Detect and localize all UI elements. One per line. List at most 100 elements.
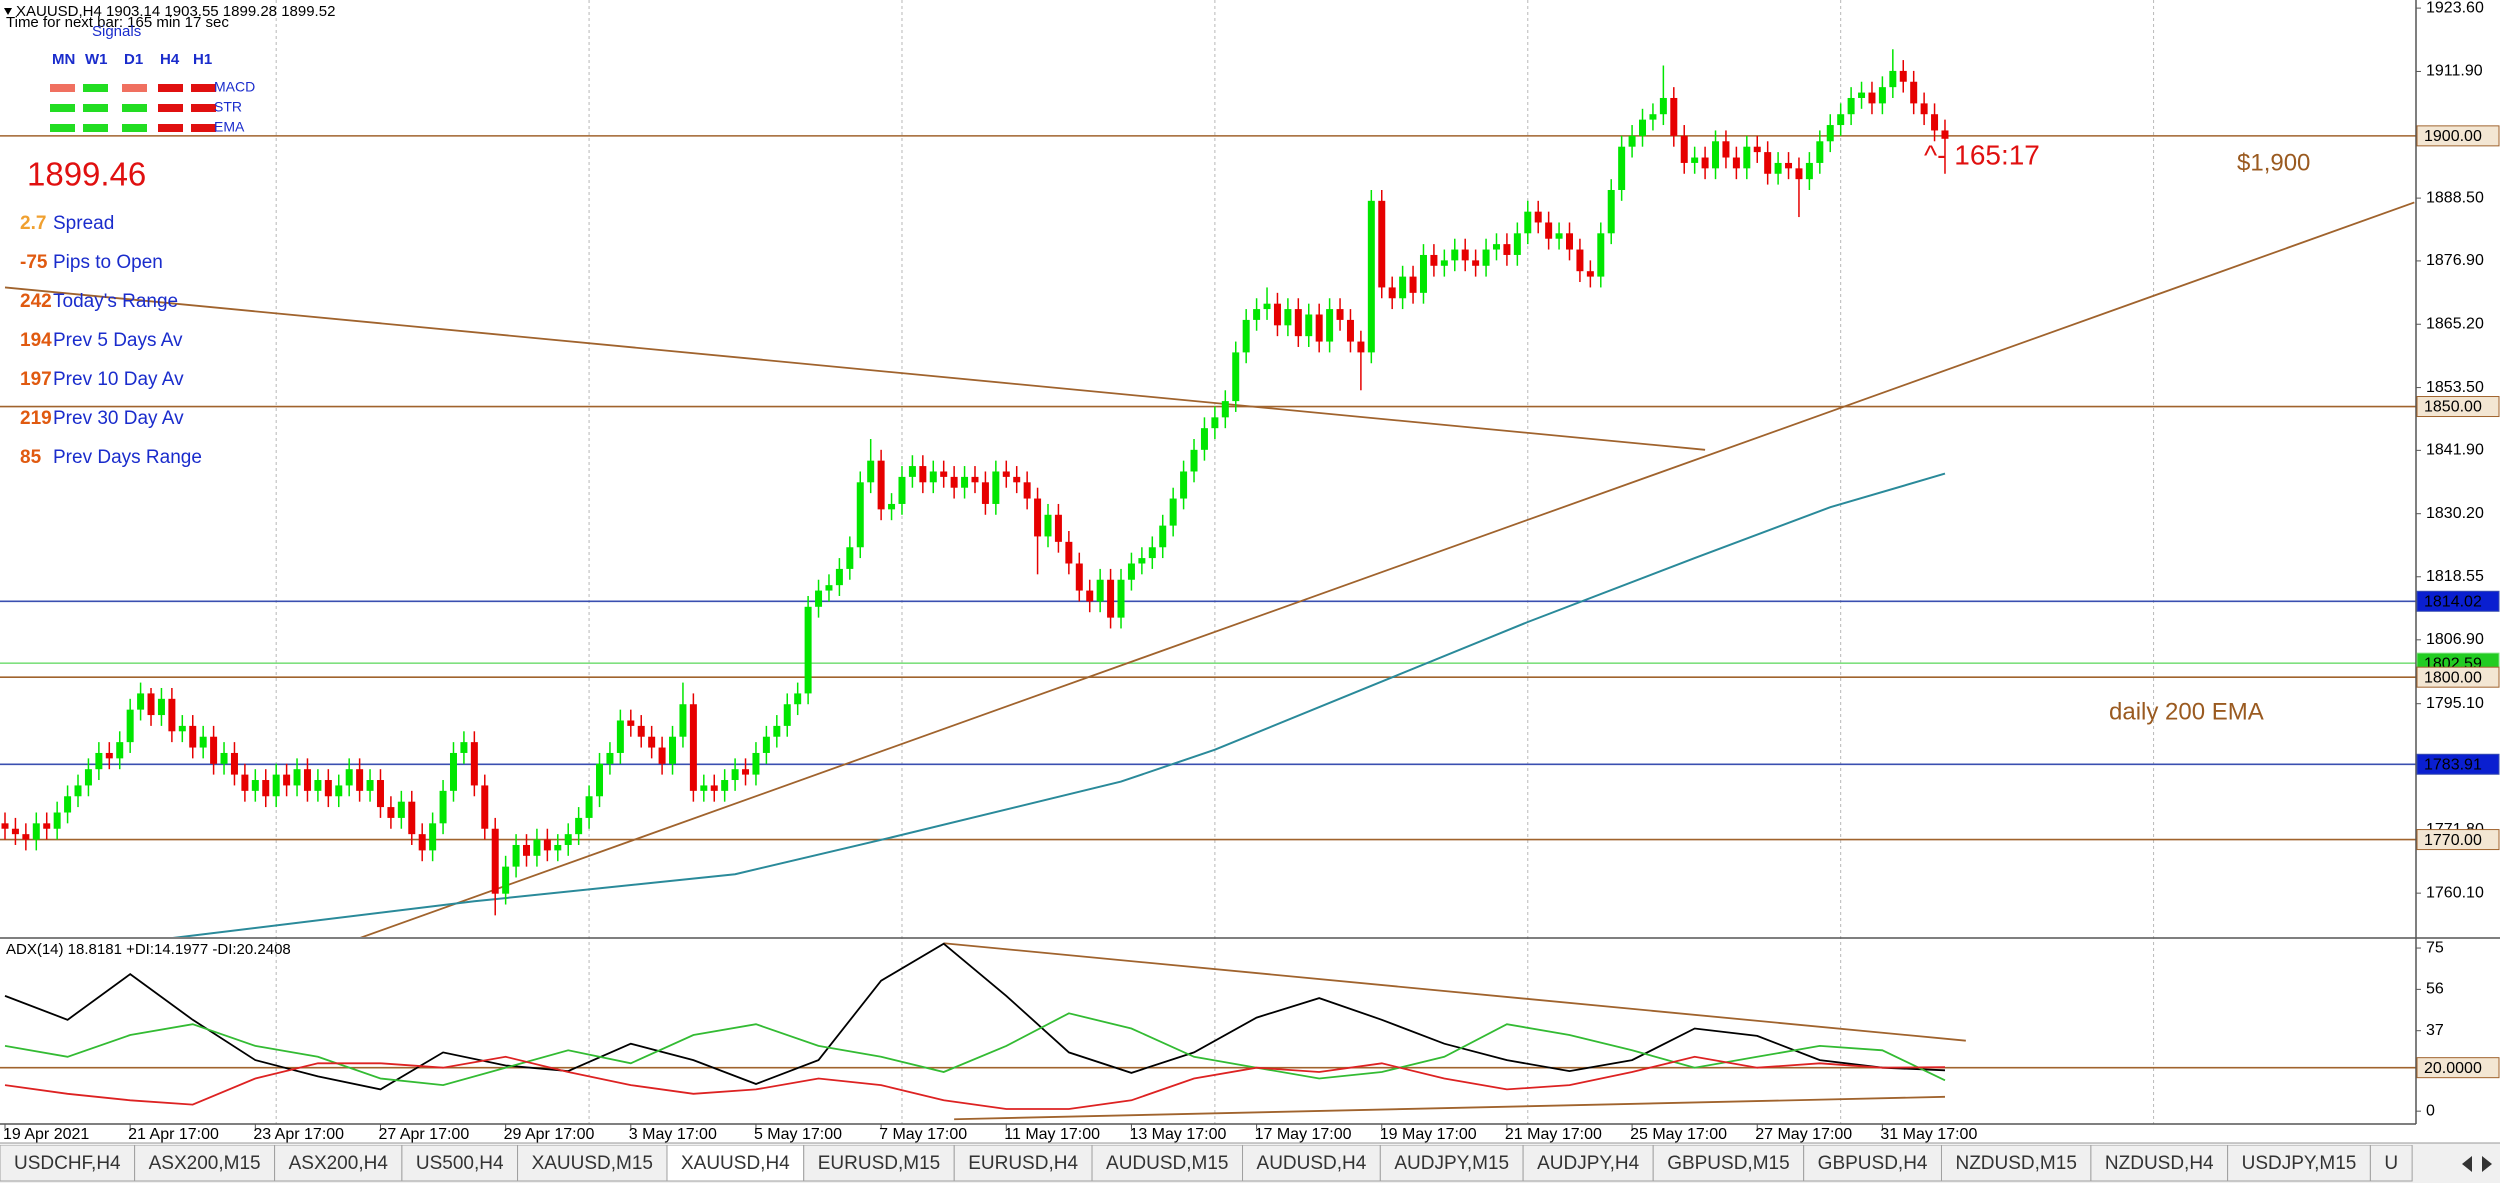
candle-body [1284, 309, 1292, 326]
candle-body [815, 590, 823, 607]
candle-body [1159, 525, 1167, 548]
candle-body [345, 769, 353, 786]
candle-body [1503, 244, 1511, 255]
tab-label[interactable]: EURUSD,H4 [968, 1153, 1078, 1174]
stat-label: Prev 5 Days Av [53, 330, 183, 351]
candle-body [491, 828, 499, 894]
indicator-line [4, 1055, 1946, 1110]
current-price: 1899.46 [27, 156, 146, 193]
tab[interactable] [1522, 1145, 1654, 1182]
candle-body [1920, 103, 1928, 115]
tab-label[interactable]: ASX200,M15 [149, 1153, 261, 1174]
candle-body [429, 823, 437, 851]
candle-body [877, 460, 885, 510]
signal-cell [122, 124, 147, 132]
tab-label[interactable]: NZDUSD,H4 [2105, 1153, 2214, 1174]
tab-scroll-left[interactable] [2462, 1156, 2472, 1172]
signal-cell [158, 104, 183, 112]
candle-body [637, 725, 645, 737]
candle-body [658, 747, 666, 764]
trend-line [359, 201, 2415, 937]
tab[interactable] [953, 1145, 1093, 1182]
tab-label[interactable]: XAUUSD,M15 [532, 1153, 653, 1174]
timer-annotation: ^- 165:17 [1924, 139, 2040, 170]
candle-body [418, 834, 426, 851]
tab-label[interactable]: XAUUSD,H4 [681, 1153, 790, 1174]
tab-label[interactable]: GBPUSD,H4 [1818, 1153, 1928, 1174]
candle-body [1367, 200, 1375, 353]
signal-cell [191, 124, 216, 132]
candle-body [387, 807, 395, 818]
tab-label[interactable]: US500,H4 [416, 1153, 504, 1174]
tab[interactable] [803, 1145, 955, 1182]
tab[interactable] [134, 1145, 276, 1182]
candle-body [783, 704, 791, 726]
tab-label[interactable]: EURUSD,M15 [818, 1153, 940, 1174]
candle-body [1513, 233, 1521, 255]
x-tick-label: 21 May 17:00 [1505, 1126, 1602, 1143]
candle-body [1054, 514, 1062, 542]
x-tick-label: 27 Apr 17:00 [378, 1126, 469, 1143]
tab[interactable] [2227, 1145, 2371, 1182]
tab[interactable] [1091, 1145, 1244, 1182]
candle-body [1691, 157, 1699, 163]
candle-body [773, 725, 781, 737]
candle-body [74, 785, 82, 797]
tab-label[interactable]: USDJPY,M15 [2242, 1153, 2357, 1174]
tab[interactable] [0, 1145, 136, 1182]
tab[interactable] [1379, 1145, 1524, 1182]
signal-label: MACD [214, 79, 255, 95]
tab-label[interactable]: AUDUSD,H4 [1257, 1153, 1367, 1174]
level-label: 1900.00 [2424, 128, 2482, 145]
tab-label[interactable]: AUDUSD,M15 [1106, 1153, 1228, 1174]
candle-body [585, 796, 593, 818]
x-tick-label: 29 Apr 17:00 [504, 1126, 595, 1143]
candle-body [1451, 249, 1459, 261]
tab-label[interactable]: NZDUSD,M15 [1955, 1153, 2076, 1174]
candle-body [1566, 233, 1573, 250]
candle-body [1117, 579, 1125, 618]
candle-body [502, 866, 510, 894]
candle-body [1847, 97, 1855, 115]
tab-label[interactable]: USDCHF,H4 [14, 1153, 121, 1174]
candle-body [1878, 87, 1886, 104]
candle-body [439, 790, 447, 824]
tab[interactable] [1803, 1145, 1942, 1182]
candle-body [1482, 249, 1490, 266]
tab-label[interactable]: AUDJPY,M15 [1394, 1153, 1509, 1174]
candle-body [43, 823, 51, 829]
tab-label[interactable]: ASX200,H4 [289, 1153, 389, 1174]
candle-body [721, 780, 729, 791]
candle-body [449, 752, 457, 791]
tab-label[interactable]: AUDJPY,H4 [1537, 1153, 1640, 1174]
y-tick-label: 1818.55 [2426, 568, 2484, 585]
candle-body [1837, 114, 1845, 126]
tab[interactable] [2369, 1145, 2413, 1182]
candle-body [888, 503, 896, 510]
tab[interactable] [517, 1145, 668, 1182]
indicator-line [4, 1012, 1946, 1087]
candle-body [752, 752, 760, 775]
candle-body [1639, 119, 1647, 136]
tab[interactable] [1242, 1145, 1381, 1182]
candle-body [1649, 114, 1657, 120]
tab[interactable] [666, 1145, 805, 1182]
candle-body [220, 752, 228, 764]
candle-body [1534, 211, 1542, 223]
candle-body [241, 774, 249, 791]
tab-label[interactable]: GBPUSD,M15 [1667, 1153, 1789, 1174]
tab-scroll-right[interactable] [2482, 1156, 2492, 1172]
y-tick-label: 1853.50 [2426, 379, 2484, 396]
candle-body [940, 471, 948, 477]
level-label-bg [2416, 829, 2500, 851]
signal-cell [83, 104, 108, 112]
tab[interactable] [1940, 1145, 2092, 1182]
candle-body [1419, 254, 1427, 293]
tab[interactable] [1652, 1145, 1805, 1182]
candle-body [700, 785, 708, 791]
candle-body [53, 812, 61, 829]
tab-label[interactable]: U [2384, 1153, 2398, 1174]
tab[interactable] [274, 1145, 403, 1182]
candle-body [710, 785, 718, 791]
candle-body [1555, 233, 1563, 239]
